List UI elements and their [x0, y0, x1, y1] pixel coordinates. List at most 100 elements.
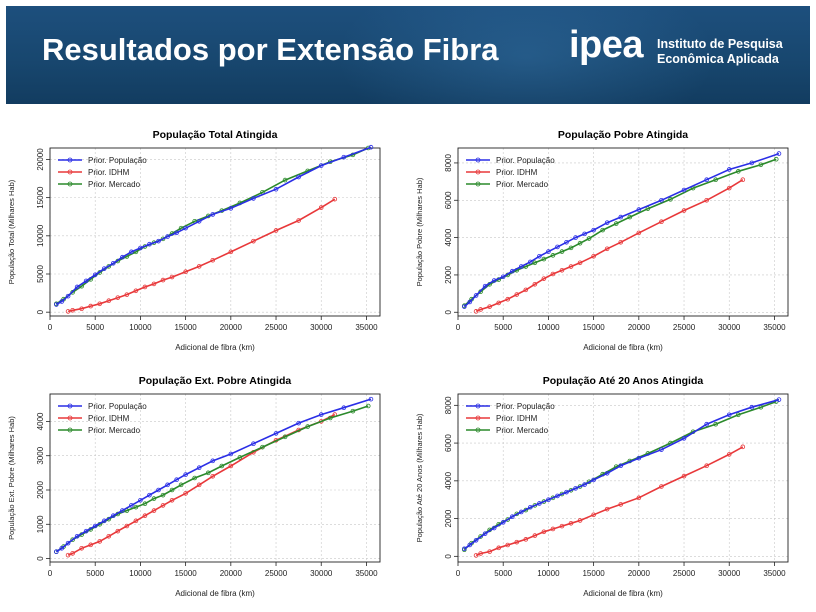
data-point	[604, 470, 610, 476]
data-point	[681, 187, 687, 193]
series-line-1	[475, 446, 744, 557]
data-point	[541, 256, 547, 262]
data-point	[726, 452, 732, 457]
data-point	[591, 477, 596, 483]
x-tick-label: 20000	[628, 569, 651, 578]
data-point	[115, 528, 121, 534]
data-point	[491, 525, 497, 531]
data-point	[496, 300, 501, 306]
data-point	[735, 412, 741, 418]
data-point	[713, 421, 718, 427]
data-point	[564, 239, 569, 245]
data-point	[192, 475, 197, 481]
legend-label: Prior. IDHM	[88, 414, 130, 423]
legend-marker	[67, 169, 73, 175]
data-point	[133, 504, 139, 510]
data-point	[532, 533, 538, 538]
data-point	[138, 497, 143, 503]
data-point	[305, 424, 310, 429]
data-point	[487, 304, 492, 309]
data-point	[726, 167, 732, 172]
data-point	[496, 545, 501, 551]
data-point	[183, 491, 188, 496]
data-point	[550, 271, 556, 277]
logo-subtitle-line2: Econômica Aplicada	[657, 52, 779, 66]
x-tick-label: 10000	[129, 569, 152, 578]
data-point	[577, 260, 583, 266]
data-point	[537, 253, 542, 259]
data-point	[273, 186, 279, 192]
data-point	[160, 236, 166, 242]
data-point	[88, 542, 93, 548]
data-point	[165, 234, 170, 239]
data-point	[704, 421, 709, 427]
data-point	[59, 299, 65, 304]
data-point	[65, 552, 71, 558]
data-point	[478, 551, 483, 556]
data-point	[591, 512, 596, 518]
data-point	[541, 529, 547, 535]
data-point	[160, 503, 166, 508]
chart-panel-ext-pobre: População Ext. Pobre Atingida 0 5000 10000 1…	[0, 362, 408, 608]
data-point	[83, 528, 89, 534]
chart-title: População Até 20 Anos Atingida	[543, 375, 704, 387]
legend-label: Prior. População	[88, 156, 147, 165]
data-point	[70, 551, 75, 556]
legend-marker	[475, 415, 481, 421]
data-point	[341, 154, 347, 160]
y-tick-label: 6000	[444, 191, 453, 209]
data-point	[577, 518, 583, 523]
data-point	[74, 533, 80, 539]
data-point	[74, 284, 80, 290]
data-point	[613, 221, 619, 226]
data-point	[636, 455, 642, 461]
y-tick-label: 0	[444, 554, 453, 559]
x-tick-label: 35000	[355, 569, 378, 578]
data-point	[228, 206, 234, 211]
x-axis-label: Adicional de fibra (km)	[583, 343, 663, 352]
y-tick-label: 0	[36, 309, 45, 314]
data-point	[559, 249, 565, 254]
legend-marker	[475, 157, 481, 163]
x-tick-label: 20000	[628, 323, 651, 332]
data-point	[129, 503, 134, 508]
data-point	[296, 420, 301, 426]
plot-frame	[457, 147, 789, 317]
data-point	[618, 502, 624, 507]
data-point	[591, 227, 596, 233]
data-point	[546, 497, 551, 503]
data-point	[636, 230, 642, 236]
x-axis-label: Adicional de fibra (km)	[175, 343, 255, 352]
series-line-0	[55, 146, 372, 306]
data-point	[210, 212, 216, 217]
data-point	[568, 245, 574, 251]
data-point	[65, 540, 71, 546]
data-point	[600, 227, 605, 233]
data-point	[70, 307, 75, 313]
data-point	[473, 293, 479, 298]
x-tick-label: 35000	[763, 569, 786, 578]
data-point	[210, 458, 216, 464]
data-point	[260, 444, 265, 450]
data-point	[704, 197, 709, 203]
data-point	[183, 225, 188, 231]
x-tick-label: 30000	[310, 569, 333, 578]
data-point	[88, 303, 93, 309]
data-point	[478, 307, 483, 312]
plot-frame	[457, 393, 789, 563]
data-point	[138, 245, 143, 251]
data-point	[758, 162, 764, 168]
y-tick-label: 10000	[36, 224, 45, 247]
data-point	[120, 254, 125, 260]
x-tick-label: 25000	[265, 323, 288, 332]
data-point	[467, 542, 473, 548]
y-axis-label: População Total (Milhares Hab)	[7, 179, 16, 284]
legend-marker	[67, 403, 73, 409]
data-point	[482, 283, 488, 289]
data-point	[332, 196, 338, 202]
data-point	[537, 501, 542, 506]
x-tick-label: 5000	[86, 323, 104, 332]
series-line-0	[55, 398, 372, 553]
data-point	[773, 156, 779, 162]
data-point	[165, 482, 170, 488]
